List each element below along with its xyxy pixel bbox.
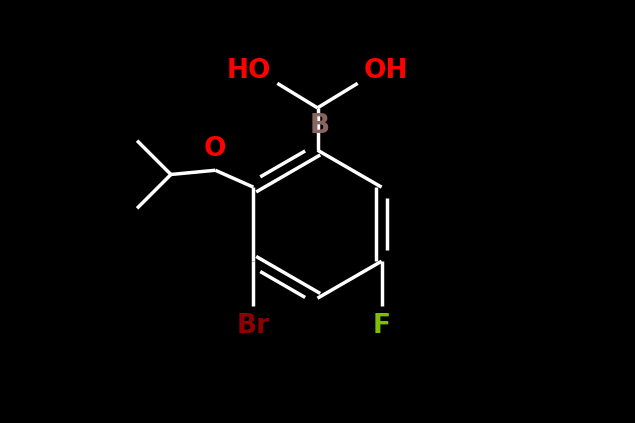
Text: F: F — [373, 313, 391, 339]
Text: B: B — [309, 113, 330, 139]
Text: OH: OH — [364, 58, 408, 85]
Text: HO: HO — [227, 58, 271, 85]
Text: Br: Br — [237, 313, 270, 339]
Text: O: O — [204, 136, 227, 162]
